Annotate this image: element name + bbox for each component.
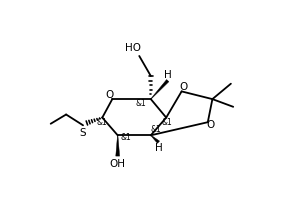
Polygon shape bbox=[151, 135, 160, 143]
Text: &1: &1 bbox=[120, 133, 131, 142]
Text: &1: &1 bbox=[136, 99, 146, 108]
Text: OH: OH bbox=[110, 159, 126, 169]
Text: HO: HO bbox=[125, 43, 141, 53]
Text: O: O bbox=[206, 120, 214, 130]
Text: O: O bbox=[106, 90, 114, 100]
Polygon shape bbox=[116, 135, 120, 156]
Polygon shape bbox=[151, 80, 169, 99]
Text: &1: &1 bbox=[162, 118, 172, 127]
Text: &1: &1 bbox=[97, 118, 108, 127]
Text: S: S bbox=[80, 128, 86, 138]
Text: &1: &1 bbox=[151, 125, 162, 134]
Text: H: H bbox=[164, 70, 172, 80]
Text: H: H bbox=[155, 143, 162, 153]
Text: O: O bbox=[179, 82, 187, 92]
